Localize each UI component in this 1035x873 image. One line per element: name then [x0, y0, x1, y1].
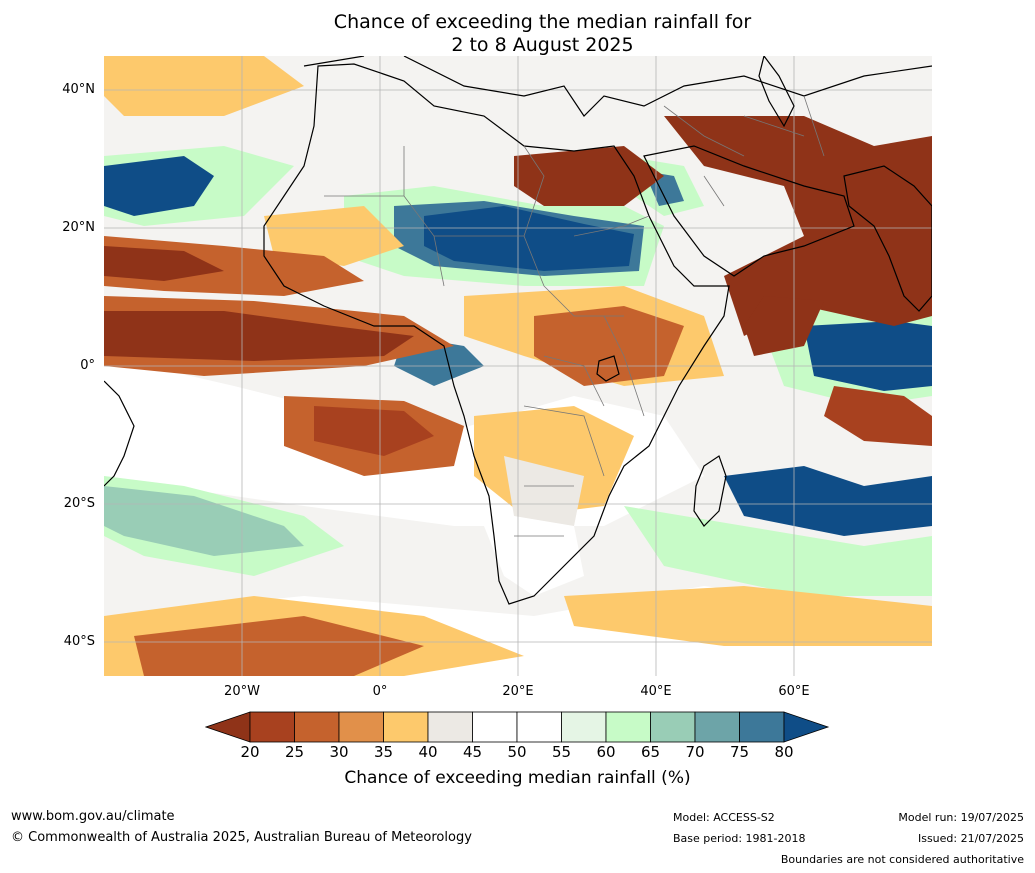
country-border	[324, 145, 650, 537]
colorbar-tick: 25	[284, 743, 305, 761]
shade-region	[104, 56, 304, 116]
footer-issued: Issued: 21/07/2025	[917, 832, 1024, 845]
colorbar-bin	[650, 711, 696, 743]
shade-region	[514, 146, 664, 206]
europe-coastline	[303, 56, 932, 117]
colorbar-extend-high	[783, 711, 830, 743]
colorbar-bin	[694, 711, 740, 743]
footer-base-period: Base period: 1981-2018	[673, 832, 806, 845]
colorbar-tick: 40	[418, 743, 438, 761]
longitude-label-20e: 20°E	[502, 684, 534, 699]
latitude-label-40n: 40°N	[62, 82, 95, 97]
colorbar-tick: 50	[507, 743, 527, 761]
longitude-label-40e: 40°E	[640, 684, 672, 699]
colorbar-bin	[739, 711, 785, 743]
map-gridlines	[104, 56, 932, 676]
map-title-line1: Chance of exceeding the median rainfall …	[333, 11, 752, 33]
colorbar-bin	[427, 711, 473, 743]
colorbar-tick: 70	[685, 743, 705, 761]
longitude-label-20w: 20°W	[224, 684, 260, 699]
colorbar-tick: 60	[596, 743, 616, 761]
colorbar-label: Chance of exceeding median rainfall (%)	[344, 768, 691, 788]
colorbar-bin	[249, 711, 295, 743]
colorbar-svg	[204, 711, 830, 743]
country-borders	[324, 95, 825, 537]
longitude-label-0: 0°	[372, 684, 388, 699]
shade-region	[104, 246, 224, 281]
colorbar-bin	[472, 711, 518, 743]
caspian-coastline	[758, 56, 795, 128]
colorbar-segments	[204, 711, 830, 743]
arabia-coastline	[643, 145, 855, 277]
south-america-coastline	[104, 380, 135, 487]
shade-region	[744, 296, 824, 356]
colorbar	[204, 710, 830, 744]
shade-region	[804, 321, 932, 391]
colorbar-tick: 55	[551, 743, 572, 761]
madagascar-coastline	[693, 455, 727, 527]
footer-model: Model: ACCESS-S2	[673, 811, 775, 824]
shade-region	[104, 156, 214, 216]
shade-region	[824, 386, 932, 446]
africa-coastline	[263, 63, 730, 605]
coastlines	[104, 56, 932, 605]
rainfall-map	[104, 56, 932, 676]
colorbar-bin	[383, 711, 429, 743]
footer-website-link[interactable]: www.bom.gov.au/climate	[11, 809, 175, 824]
shade-region	[504, 456, 584, 526]
shade-region	[724, 466, 932, 536]
shade-region	[104, 311, 414, 361]
footer-model-run: Model run: 19/07/2025	[898, 811, 1024, 824]
colorbar-tick: 35	[373, 743, 394, 761]
country-border	[663, 95, 825, 207]
colorbar-tick: 30	[329, 743, 349, 761]
shade-region	[104, 486, 304, 556]
colorbar-tick: 80	[774, 743, 794, 761]
colorbar-bin	[605, 711, 651, 743]
latitude-label-20s: 20°S	[63, 496, 95, 511]
shade-region	[134, 616, 424, 676]
latitude-label-40s: 40°S	[63, 634, 95, 649]
colorbar-bin	[516, 711, 562, 743]
colorbar-tick: 65	[640, 743, 661, 761]
colorbar-bin	[294, 711, 340, 743]
colorbar-extend-low	[204, 711, 251, 743]
latitude-label-20n: 20°N	[62, 220, 95, 235]
colorbar-bin	[338, 711, 384, 743]
footer-boundaries-note: Boundaries are not considered authoritat…	[780, 853, 1024, 866]
colorbar-bin	[561, 711, 607, 743]
shade-region	[624, 506, 932, 596]
shade-region	[264, 206, 404, 266]
shade-region	[484, 526, 584, 596]
lake-victoria-coastline	[596, 355, 620, 382]
latitude-label-0: 0°	[80, 358, 95, 373]
colorbar-tick: 75	[729, 743, 750, 761]
longitude-label-60e: 60°E	[778, 684, 810, 699]
colorbar-tick: 45	[462, 743, 483, 761]
india-coastline	[843, 165, 932, 312]
map-canvas	[104, 56, 932, 676]
map-title-line2: 2 to 8 August 2025	[451, 34, 634, 56]
footer-copyright: © Commonwealth of Australia 2025, Austra…	[11, 830, 472, 845]
colorbar-tick: 20	[240, 743, 260, 761]
shade-region	[424, 206, 634, 271]
shade-region	[314, 406, 434, 456]
